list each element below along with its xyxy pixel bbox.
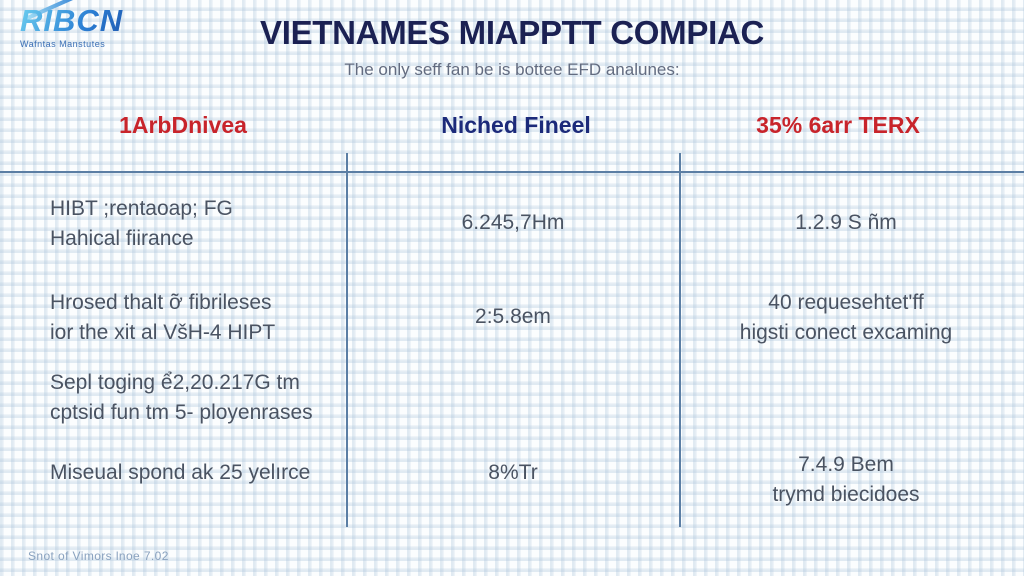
page-subtitle: The only seff fan be is bottee EFD analu… (344, 60, 680, 79)
cell-line: Miseual spond ak 25 yelırce (50, 461, 311, 484)
column-header-middle: Niched Fineel (441, 112, 591, 138)
cell-line: cptsid fun tm 5- ployenrases (50, 401, 313, 424)
page-title: VIETNAMES MIAPPTT COMPIAC (259, 14, 765, 51)
cell-line: HIBT ;rentaoap; FG (50, 197, 233, 220)
table-row-4-feature: Miseual spond ak 25 yelırce (50, 458, 340, 488)
cell-line: trymd biecidoes (772, 483, 920, 506)
table-row-4-middle: 8%Tr (348, 458, 678, 488)
cell-line: Hrosed thalt ỡ fibrileses (50, 291, 272, 314)
logo-tagline: Wafntas Manstutes (20, 39, 106, 49)
vertical-divider-2 (679, 153, 681, 527)
table-row-1-right: 1.2.9 S ñm (681, 208, 1011, 238)
cell-line: Sepl toging ể2,20.217G tm (50, 371, 300, 394)
cell-line: ior the xit al VšH-4 HIPT (50, 321, 276, 344)
cell-line: 8%Tr (488, 461, 538, 484)
vertical-divider-1 (346, 153, 348, 527)
table-row-2-middle: 2:5.8em (348, 302, 678, 332)
table-row-4-right: 7.4.9 Bem trymd biecidoes (681, 450, 1011, 510)
table-row-1-middle: 6.245,7Hm (348, 208, 678, 238)
table-row-1-feature: HIBT ;rentaoap; FG Hahical fiirance (50, 194, 340, 254)
cell-line: higsti conect excaming (739, 321, 953, 344)
cell-line: Hahical fiirance (50, 227, 194, 250)
cell-line: 1.2.9 S ñm (795, 211, 897, 234)
table-row-2-right: 40 requesehtet'ff higsti conect excaming (681, 288, 1011, 348)
footer-note: Snot of Vimors lnoe 7.02 (28, 549, 169, 563)
cell-line: 6.245,7Hm (461, 211, 565, 234)
cell-line: 2:5.8em (475, 305, 551, 328)
column-header-right: 35% 6arr TERX (756, 112, 920, 138)
table-row-2-feature: Hrosed thalt ỡ fibrileses ior the xit al… (50, 288, 340, 348)
table-row-3-feature: Sepl toging ể2,20.217G tm cptsid fun tm … (50, 368, 340, 428)
column-header-feature: 1ArbDnivea (119, 112, 247, 138)
logo: RIBCN Wafntas Manstutes (20, 0, 170, 49)
horizontal-divider (0, 171, 1024, 173)
logo-text: RIBCN (20, 4, 170, 38)
cell-line: 40 requesehtet'ff (768, 291, 924, 314)
cell-line: 7.4.9 Bem (798, 453, 894, 476)
